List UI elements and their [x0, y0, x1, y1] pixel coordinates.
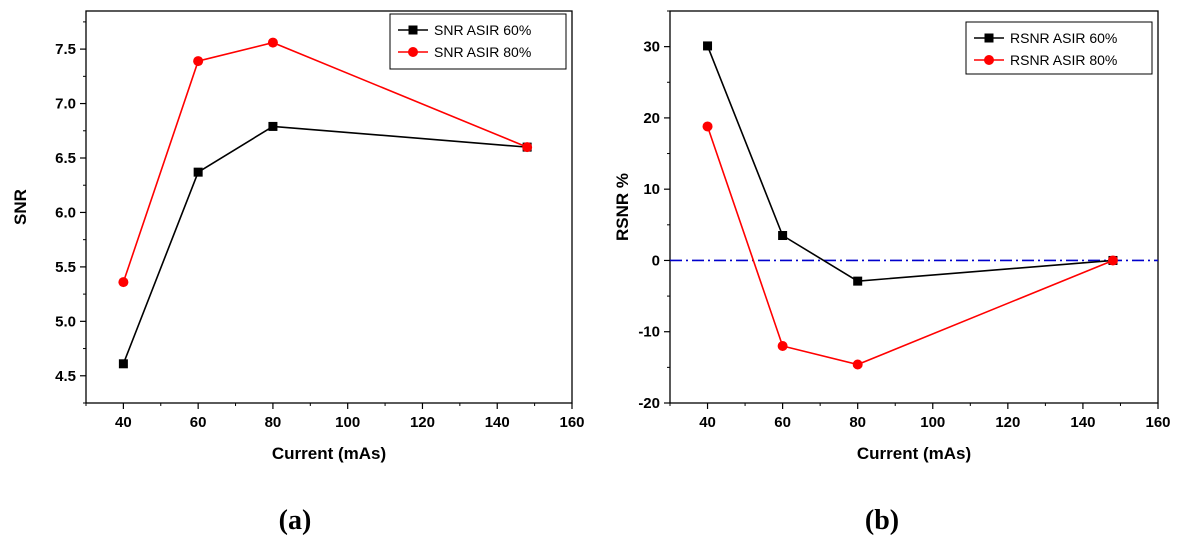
chartb-legend-box — [965, 21, 1153, 75]
charta-legend-swatch-marker — [408, 47, 418, 57]
panel-b-caption: (b) — [864, 505, 900, 536]
charta-series-line-1 — [122, 125, 528, 365]
charta-y-axis-label: SNR — [11, 189, 30, 225]
chartb-series-2-point — [852, 359, 863, 370]
charta-y-tick-label: 4.5 — [55, 368, 76, 385]
chartb-series-line-1 — [706, 45, 1114, 282]
chartb-legend-swatch-marker — [984, 55, 994, 65]
chartb-y-axis-label: RSNR % — [613, 173, 632, 241]
chartb-series-2-point — [777, 340, 788, 351]
charta-series-line-2 — [122, 41, 528, 283]
chartb-x-axis-label: Current (mAs) — [857, 444, 971, 463]
charta-x-tick-label: 100 — [335, 414, 360, 431]
chartb-series-1-point — [703, 41, 713, 51]
panel-a-caption: (a) — [278, 505, 312, 536]
chartb-x-tick-label: 60 — [774, 414, 791, 431]
charta-y-tick-label: 5.5 — [55, 259, 76, 276]
chartb-series-line-2 — [706, 126, 1114, 366]
charta-x-tick-label: 60 — [190, 414, 207, 431]
chartb-legend-swatch-marker — [984, 33, 994, 43]
charta-y-tick-label: 5.0 — [55, 313, 76, 330]
chartb-y-tick-label: 0 — [652, 252, 660, 269]
chartb-series-2-point — [702, 121, 713, 132]
chartb-series-2-point — [1107, 255, 1118, 266]
charta-series-2-point — [193, 56, 204, 67]
chartb-x-tick-label: 120 — [995, 414, 1020, 431]
charta-y-tick-label: 7.5 — [55, 41, 76, 58]
chartb-legend-label: RSNR ASIR 60% — [1010, 30, 1117, 46]
charta-plot-frame — [85, 10, 573, 404]
charta-legend-label: SNR ASIR 80% — [434, 44, 531, 60]
charta-x-tick-label: 80 — [265, 414, 282, 431]
charta-series-1-point — [268, 121, 278, 131]
charta-series-2-point — [118, 277, 129, 288]
charta-legend-swatch-marker — [408, 25, 418, 35]
chartb-legend-label: RSNR ASIR 80% — [1010, 52, 1117, 68]
chartb-y-tick-label: 30 — [643, 39, 660, 56]
charta-series-1-point — [118, 359, 128, 369]
charta-x-tick-label: 120 — [410, 414, 435, 431]
chartb-x-tick-label: 40 — [699, 414, 716, 431]
charta-y-tick-label: 6.5 — [55, 150, 76, 167]
charta-y-tick-label: 6.0 — [55, 204, 76, 221]
charta-series-2-point — [267, 37, 278, 48]
charta-series-2-point — [522, 142, 533, 153]
chartb-y-tick-label: 20 — [643, 110, 660, 127]
chartb-y-tick-label: -20 — [638, 395, 660, 412]
chartb-y-tick-label: 10 — [643, 181, 660, 198]
charta-x-tick-label: 40 — [115, 414, 132, 431]
chartb-x-tick-label: 160 — [1145, 414, 1170, 431]
charta-x-tick-label: 140 — [485, 414, 510, 431]
charta-legend-box — [389, 13, 567, 70]
charta-x-tick-label: 160 — [559, 414, 584, 431]
chartb-x-tick-label: 80 — [849, 414, 866, 431]
chartb-series-1-point — [778, 231, 788, 241]
chartb-y-tick-label: -10 — [638, 324, 660, 341]
chartb-x-tick-label: 140 — [1070, 414, 1095, 431]
chartb-plot-frame — [669, 10, 1159, 404]
charta-x-axis-label: Current (mAs) — [272, 444, 386, 463]
charta-y-tick-label: 7.0 — [55, 96, 76, 113]
chartb-series-1-point — [853, 276, 863, 286]
charta-series-1-point — [193, 167, 203, 177]
charta-legend-label: SNR ASIR 60% — [434, 22, 531, 38]
chartb-x-tick-label: 100 — [920, 414, 945, 431]
